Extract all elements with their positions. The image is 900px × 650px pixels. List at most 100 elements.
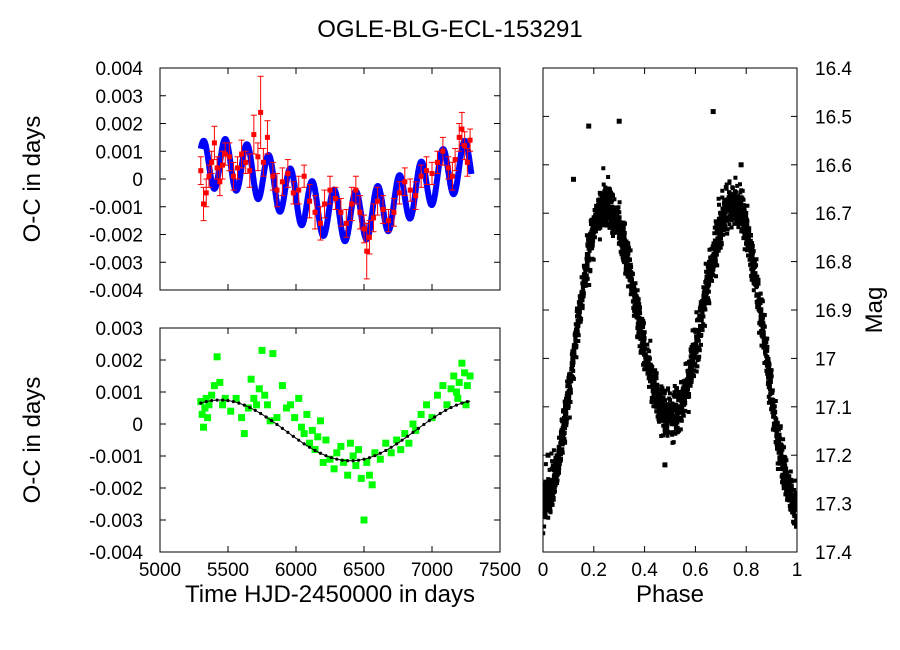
fit-point — [411, 430, 415, 434]
x-axis-label: Phase — [636, 581, 704, 608]
data-point — [205, 401, 213, 409]
fit-point — [416, 426, 420, 431]
outlier-point — [545, 452, 551, 458]
fit-point — [346, 459, 350, 463]
data-point — [255, 154, 261, 160]
fit-point — [438, 411, 442, 416]
fit-point — [264, 415, 268, 419]
x-axis-label: Time HJD-2450000 in days — [185, 581, 475, 608]
outlier-point — [791, 520, 797, 526]
fit-point — [215, 398, 219, 402]
fit-point — [242, 403, 246, 407]
data-point — [429, 170, 435, 176]
data-point — [364, 248, 370, 254]
data-point — [213, 353, 221, 361]
y-tick-label: 0 — [132, 170, 143, 191]
data-point — [466, 372, 474, 380]
x-tick-label: 5500 — [207, 560, 249, 581]
data-point — [326, 455, 334, 463]
fit-point — [318, 451, 323, 455]
data-point — [219, 401, 227, 409]
data-point — [459, 126, 465, 132]
data-point — [343, 220, 349, 226]
panel-top-left: 0.004 0.003 0.002 0.001 0 -0.001 -0.002 -0.003 -… — [19, 59, 501, 302]
data-point — [202, 394, 210, 402]
data-point — [327, 187, 333, 193]
data-point — [247, 168, 253, 174]
data-point — [332, 195, 338, 201]
outlier-point — [710, 109, 716, 115]
data-point — [319, 458, 327, 466]
outlier-point — [738, 162, 744, 168]
fit-point — [291, 434, 295, 438]
data-point — [464, 159, 470, 165]
y-tick-label: -0.002 — [89, 226, 143, 247]
x-tick-label: 7000 — [411, 560, 453, 581]
y-tick-label: -0.001 — [89, 447, 143, 468]
x-tick-label: 0.8 — [733, 560, 759, 581]
y-tick-label: 0.001 — [95, 142, 143, 163]
x-tick-label: 1 — [792, 560, 803, 581]
data-point — [317, 220, 323, 226]
x-tick-label: 0.2 — [581, 560, 607, 581]
data-point — [440, 148, 446, 154]
data-point — [307, 198, 313, 204]
fit-point — [427, 419, 431, 423]
data-point — [296, 187, 302, 193]
data-point — [443, 401, 451, 409]
fit-point — [231, 400, 236, 404]
data-point — [357, 209, 363, 215]
data-point — [204, 414, 212, 422]
data-point — [387, 449, 395, 457]
data-point — [308, 426, 316, 434]
data-point — [368, 481, 376, 489]
data-point — [209, 159, 215, 165]
data-point — [282, 404, 290, 412]
y-tick-label: 0 — [132, 415, 143, 436]
fit-point — [237, 401, 241, 405]
data-point — [405, 439, 413, 447]
x-tick-label: 0.6 — [682, 560, 708, 581]
data-point — [208, 391, 216, 399]
data-point — [393, 436, 401, 444]
data-point — [402, 179, 408, 185]
plot-frame — [159, 327, 501, 553]
data-point — [243, 159, 249, 165]
x-tick-label: 6500 — [343, 560, 385, 581]
data-point — [217, 179, 223, 185]
data-point — [434, 159, 440, 165]
data-point — [232, 394, 240, 402]
data-point — [353, 187, 359, 193]
fit-point — [362, 457, 366, 461]
data-point — [424, 168, 430, 174]
outlier-point — [586, 123, 592, 129]
y-tick-label: -0.001 — [89, 198, 143, 219]
data-point — [287, 401, 295, 409]
y-tick-label: 0.001 — [95, 383, 143, 404]
data-point — [462, 143, 468, 149]
data-point — [380, 207, 386, 213]
data-point — [382, 439, 390, 447]
data-point — [255, 385, 263, 393]
data-point — [200, 423, 208, 431]
y-tick-label: 17.4 — [815, 543, 852, 564]
y-tick-label: 0.002 — [95, 351, 143, 372]
fit-point — [378, 451, 382, 455]
data-point — [290, 190, 296, 196]
fit-point — [335, 457, 339, 461]
data-point — [349, 452, 357, 460]
y-tick-label: 17 — [815, 349, 836, 370]
data-point — [371, 449, 379, 457]
data-point — [239, 151, 245, 157]
data-point — [263, 401, 271, 409]
data-point — [452, 388, 460, 396]
data-point — [238, 414, 246, 422]
y-tick-label: -0.003 — [89, 253, 143, 274]
y-tick-label: -0.002 — [89, 479, 143, 500]
data-point — [338, 209, 344, 215]
data-point — [201, 404, 209, 412]
fit-point — [286, 430, 290, 434]
data-point — [211, 140, 217, 146]
data-point — [445, 165, 451, 171]
